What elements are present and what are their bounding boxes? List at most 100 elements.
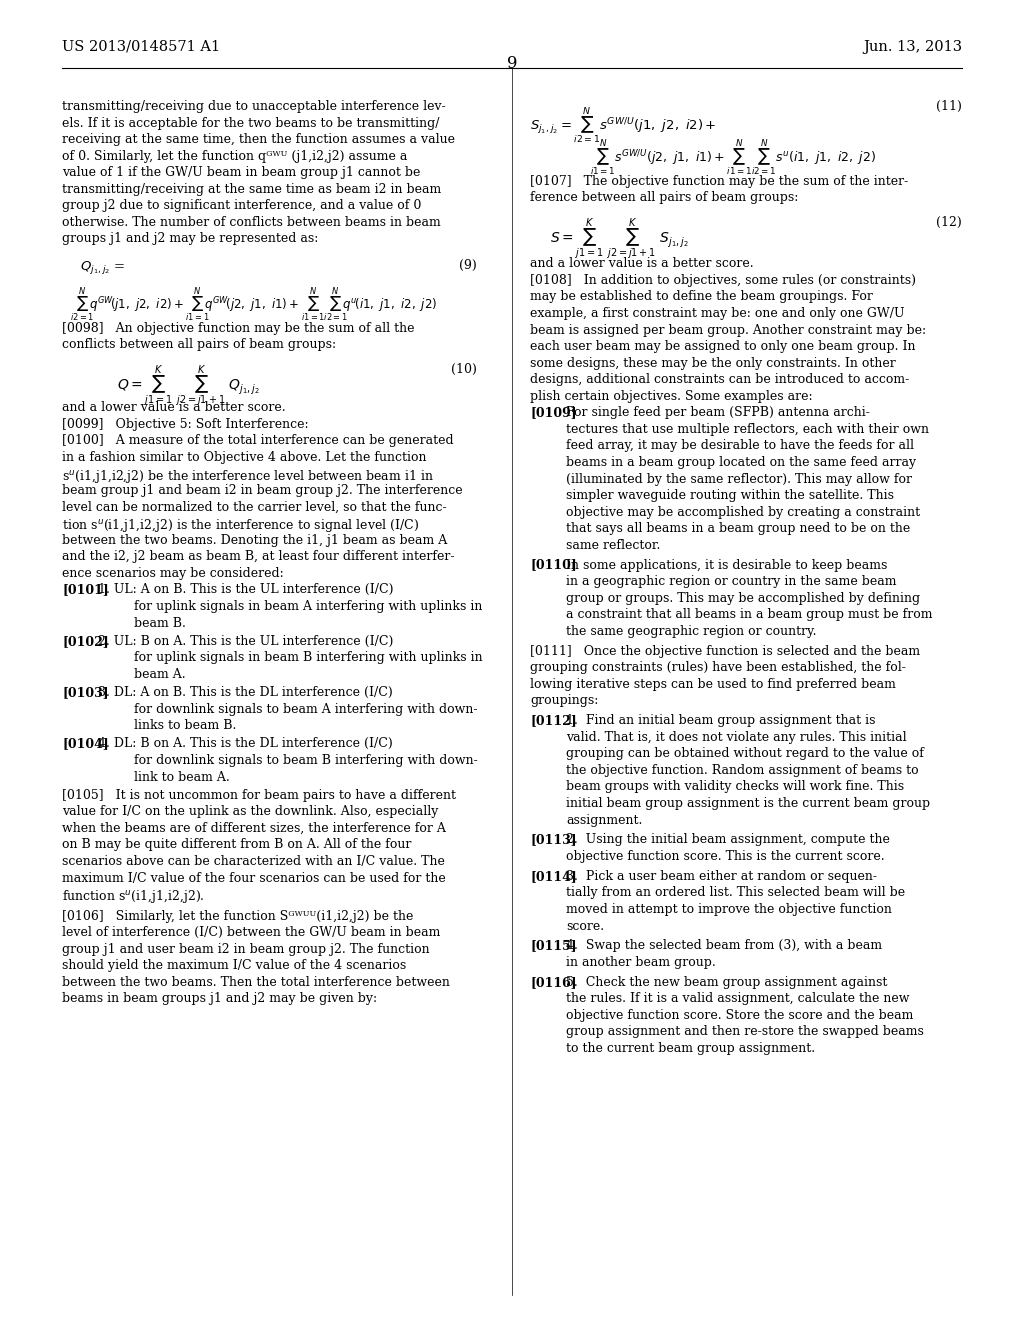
Text: the same geographic region or country.: the same geographic region or country. bbox=[566, 624, 816, 638]
Text: [0108]   In addition to objectives, some rules (or constraints): [0108] In addition to objectives, some r… bbox=[530, 273, 916, 286]
Text: grouping can be obtained without regard to the value of: grouping can be obtained without regard … bbox=[566, 747, 924, 760]
Text: objective function score. This is the current score.: objective function score. This is the cu… bbox=[566, 850, 885, 863]
Text: $\sum_{i2=1}^{N}\!\!q^{GW}\!(j1,\ j2,\ i2)+\sum_{i1=1}^{N}\!\!q^{GW}\!(j2,\ j1,\: $\sum_{i2=1}^{N}\!\!q^{GW}\!(j1,\ j2,\ i… bbox=[70, 285, 437, 323]
Text: (10): (10) bbox=[452, 363, 477, 376]
Text: lowing iterative steps can be used to find preferred beam: lowing iterative steps can be used to fi… bbox=[530, 677, 896, 690]
Text: some designs, these may be the only constraints. In other: some designs, these may be the only cons… bbox=[530, 356, 896, 370]
Text: between the two beams. Denoting the i1, j1 beam as beam A: between the two beams. Denoting the i1, … bbox=[62, 533, 447, 546]
Text: US 2013/0148571 A1: US 2013/0148571 A1 bbox=[62, 40, 220, 54]
Text: moved in attempt to improve the objective function: moved in attempt to improve the objectiv… bbox=[566, 903, 892, 916]
Text: assignment.: assignment. bbox=[566, 813, 642, 826]
Text: scenarios above can be characterized with an I/C value. The: scenarios above can be characterized wit… bbox=[62, 855, 444, 869]
Text: and the i2, j2 beam as beam B, at least four different interfer-: and the i2, j2 beam as beam B, at least … bbox=[62, 550, 455, 564]
Text: function s$^u$(i1,j1,i2,j2).: function s$^u$(i1,j1,i2,j2). bbox=[62, 888, 205, 906]
Text: 4. DL: B on A. This is the DL interference (I/C): 4. DL: B on A. This is the DL interferen… bbox=[98, 738, 393, 750]
Text: beams in a beam group located on the same feed array: beams in a beam group located on the sam… bbox=[566, 455, 916, 469]
Text: the rules. If it is a valid assignment, calculate the new: the rules. If it is a valid assignment, … bbox=[566, 993, 909, 1006]
Text: [0100]   A measure of the total interference can be generated: [0100] A measure of the total interferen… bbox=[62, 434, 454, 447]
Text: simpler waveguide routing within the satellite. This: simpler waveguide routing within the sat… bbox=[566, 490, 894, 502]
Text: [0114]: [0114] bbox=[530, 870, 577, 883]
Text: of 0. Similarly, let the function qᴳᵂᵁ (j1,i2,j2) assume a: of 0. Similarly, let the function qᴳᵂᵁ (… bbox=[62, 149, 408, 162]
Text: $S_{j_1,j_2}=\sum_{i2=1}^{N}s^{GW/U}(j1,\ j2,\ i2)+$: $S_{j_1,j_2}=\sum_{i2=1}^{N}s^{GW/U}(j1,… bbox=[530, 106, 717, 145]
Text: [0107]   The objective function may be the sum of the inter-: [0107] The objective function may be the… bbox=[530, 174, 908, 187]
Text: may be established to define the beam groupings. For: may be established to define the beam gr… bbox=[530, 290, 872, 304]
Text: [0115]: [0115] bbox=[530, 940, 577, 953]
Text: group j1 and user beam i2 in beam group j2. The function: group j1 and user beam i2 in beam group … bbox=[62, 942, 430, 956]
Text: beam B.: beam B. bbox=[134, 616, 186, 630]
Text: in a geographic region or country in the same beam: in a geographic region or country in the… bbox=[566, 576, 896, 589]
Text: valid. That is, it does not violate any rules. This initial: valid. That is, it does not violate any … bbox=[566, 731, 906, 743]
Text: $Q=\sum_{j1=1}^{K}\ \sum_{j2=j1+1}^{K}\ Q_{j_1,j_2}$: $Q=\sum_{j1=1}^{K}\ \sum_{j2=j1+1}^{K}\ … bbox=[117, 363, 260, 409]
Text: groups j1 and j2 may be represented as:: groups j1 and j2 may be represented as: bbox=[62, 232, 318, 246]
Text: maximum I/C value of the four scenarios can be used for the: maximum I/C value of the four scenarios … bbox=[62, 871, 445, 884]
Text: and a lower value is a better score.: and a lower value is a better score. bbox=[530, 257, 754, 271]
Text: 1.  Find an initial beam group assignment that is: 1. Find an initial beam group assignment… bbox=[566, 714, 876, 727]
Text: plish certain objectives. Some examples are:: plish certain objectives. Some examples … bbox=[530, 389, 813, 403]
Text: each user beam may be assigned to only one beam group. In: each user beam may be assigned to only o… bbox=[530, 341, 915, 352]
Text: beam group j1 and beam i2 in beam group j2. The interference: beam group j1 and beam i2 in beam group … bbox=[62, 484, 463, 498]
Text: 5.  Check the new beam group assignment against: 5. Check the new beam group assignment a… bbox=[566, 975, 888, 989]
Text: 3. DL: A on B. This is the DL interference (I/C): 3. DL: A on B. This is the DL interferen… bbox=[98, 686, 393, 700]
Text: between the two beams. Then the total interference between: between the two beams. Then the total in… bbox=[62, 975, 450, 989]
Text: on B may be quite different from B on A. All of the four: on B may be quite different from B on A.… bbox=[62, 838, 412, 851]
Text: In some applications, it is desirable to keep beams: In some applications, it is desirable to… bbox=[566, 558, 888, 572]
Text: $Q_{j_1,j_2}$ =: $Q_{j_1,j_2}$ = bbox=[80, 259, 125, 276]
Text: 1. UL: A on B. This is the UL interference (I/C): 1. UL: A on B. This is the UL interferen… bbox=[98, 583, 393, 597]
Text: els. If it is acceptable for the two beams to be transmitting/: els. If it is acceptable for the two bea… bbox=[62, 116, 439, 129]
Text: transmitting/receiving due to unacceptable interference lev-: transmitting/receiving due to unacceptab… bbox=[62, 100, 445, 114]
Text: (9): (9) bbox=[459, 259, 477, 272]
Text: group j2 due to significant interference, and a value of 0: group j2 due to significant interference… bbox=[62, 199, 421, 213]
Text: (12): (12) bbox=[936, 216, 962, 228]
Text: [0113]: [0113] bbox=[530, 833, 577, 846]
Text: [0110]: [0110] bbox=[530, 558, 577, 572]
Text: for uplink signals in beam A interfering with uplinks in: for uplink signals in beam A interfering… bbox=[134, 601, 482, 612]
Text: group assignment and then re-store the swapped beams: group assignment and then re-store the s… bbox=[566, 1026, 924, 1039]
Text: links to beam B.: links to beam B. bbox=[134, 719, 237, 733]
Text: initial beam group assignment is the current beam group: initial beam group assignment is the cur… bbox=[566, 797, 930, 810]
Text: 4.  Swap the selected beam from (3), with a beam: 4. Swap the selected beam from (3), with… bbox=[566, 940, 882, 953]
Text: score.: score. bbox=[566, 920, 604, 932]
Text: ference between all pairs of beam groups:: ference between all pairs of beam groups… bbox=[530, 191, 799, 205]
Text: tectures that use multiple reflectors, each with their own: tectures that use multiple reflectors, e… bbox=[566, 422, 929, 436]
Text: designs, additional constraints can be introduced to accom-: designs, additional constraints can be i… bbox=[530, 374, 909, 387]
Text: in another beam group.: in another beam group. bbox=[566, 956, 716, 969]
Text: [0105]   It is not uncommon for beam pairs to have a different: [0105] It is not uncommon for beam pairs… bbox=[62, 789, 456, 801]
Text: [0112]: [0112] bbox=[530, 714, 577, 727]
Text: $\sum_{i1=1}^{N}s^{GW/U}(j2,\ j1,\ i1)+\sum_{i1=1}^{N}\sum_{i2=1}^{N}s^{u}(i1,\ : $\sum_{i1=1}^{N}s^{GW/U}(j2,\ j1,\ i1)+\… bbox=[590, 139, 877, 178]
Text: [0116]: [0116] bbox=[530, 975, 577, 989]
Text: value for I/C on the uplink as the downlink. Also, especially: value for I/C on the uplink as the downl… bbox=[62, 805, 438, 818]
Text: [0101]: [0101] bbox=[62, 583, 109, 597]
Text: example, a first constraint may be: one and only one GW/U: example, a first constraint may be: one … bbox=[530, 308, 904, 319]
Text: 2. UL: B on A. This is the UL interference (I/C): 2. UL: B on A. This is the UL interferen… bbox=[98, 635, 393, 648]
Text: level of interference (I/C) between the GW/U beam in beam: level of interference (I/C) between the … bbox=[62, 927, 440, 939]
Text: should yield the maximum I/C value of the 4 scenarios: should yield the maximum I/C value of th… bbox=[62, 960, 407, 973]
Text: 3.  Pick a user beam either at random or sequen-: 3. Pick a user beam either at random or … bbox=[566, 870, 877, 883]
Text: [0104]: [0104] bbox=[62, 738, 109, 750]
Text: $S=\sum_{j1=1}^{K}\ \sum_{j2=j1+1}^{K}\ S_{j_1,j_2}$: $S=\sum_{j1=1}^{K}\ \sum_{j2=j1+1}^{K}\ … bbox=[550, 216, 689, 261]
Text: tially from an ordered list. This selected beam will be: tially from an ordered list. This select… bbox=[566, 887, 905, 899]
Text: [0109]: [0109] bbox=[530, 407, 577, 420]
Text: the objective function. Random assignment of beams to: the objective function. Random assignmen… bbox=[566, 764, 919, 777]
Text: 9: 9 bbox=[507, 55, 517, 73]
Text: [0102]: [0102] bbox=[62, 635, 109, 648]
Text: [0099]   Objective 5: Soft Interference:: [0099] Objective 5: Soft Interference: bbox=[62, 418, 308, 430]
Text: For single feed per beam (SFPB) antenna archi-: For single feed per beam (SFPB) antenna … bbox=[566, 407, 869, 420]
Text: s$^u$(i1,j1,i2,j2) be the interference level between beam i1 in: s$^u$(i1,j1,i2,j2) be the interference l… bbox=[62, 467, 434, 484]
Text: objective function score. Store the score and the beam: objective function score. Store the scor… bbox=[566, 1008, 913, 1022]
Text: transmitting/receiving at the same time as beam i2 in beam: transmitting/receiving at the same time … bbox=[62, 182, 441, 195]
Text: tion s$^u$(i1,j1,i2,j2) is the interference to signal level (I/C): tion s$^u$(i1,j1,i2,j2) is the interfere… bbox=[62, 517, 419, 535]
Text: (illuminated by the same reflector). This may allow for: (illuminated by the same reflector). Thi… bbox=[566, 473, 912, 486]
Text: [0111]   Once the objective function is selected and the beam: [0111] Once the objective function is se… bbox=[530, 644, 921, 657]
Text: for downlink signals to beam A interfering with down-: for downlink signals to beam A interferi… bbox=[134, 702, 477, 715]
Text: conflicts between all pairs of beam groups:: conflicts between all pairs of beam grou… bbox=[62, 338, 336, 351]
Text: to the current beam group assignment.: to the current beam group assignment. bbox=[566, 1041, 815, 1055]
Text: ence scenarios may be considered:: ence scenarios may be considered: bbox=[62, 566, 284, 579]
Text: beam is assigned per beam group. Another constraint may be:: beam is assigned per beam group. Another… bbox=[530, 323, 926, 337]
Text: link to beam A.: link to beam A. bbox=[134, 771, 229, 784]
Text: group or groups. This may be accomplished by defining: group or groups. This may be accomplishe… bbox=[566, 591, 921, 605]
Text: otherwise. The number of conflicts between beams in beam: otherwise. The number of conflicts betwe… bbox=[62, 216, 440, 228]
Text: [0103]: [0103] bbox=[62, 686, 109, 700]
Text: for uplink signals in beam B interfering with uplinks in: for uplink signals in beam B interfering… bbox=[134, 651, 482, 664]
Text: beams in beam groups j1 and j2 may be given by:: beams in beam groups j1 and j2 may be gi… bbox=[62, 993, 377, 1006]
Text: groupings:: groupings: bbox=[530, 694, 598, 708]
